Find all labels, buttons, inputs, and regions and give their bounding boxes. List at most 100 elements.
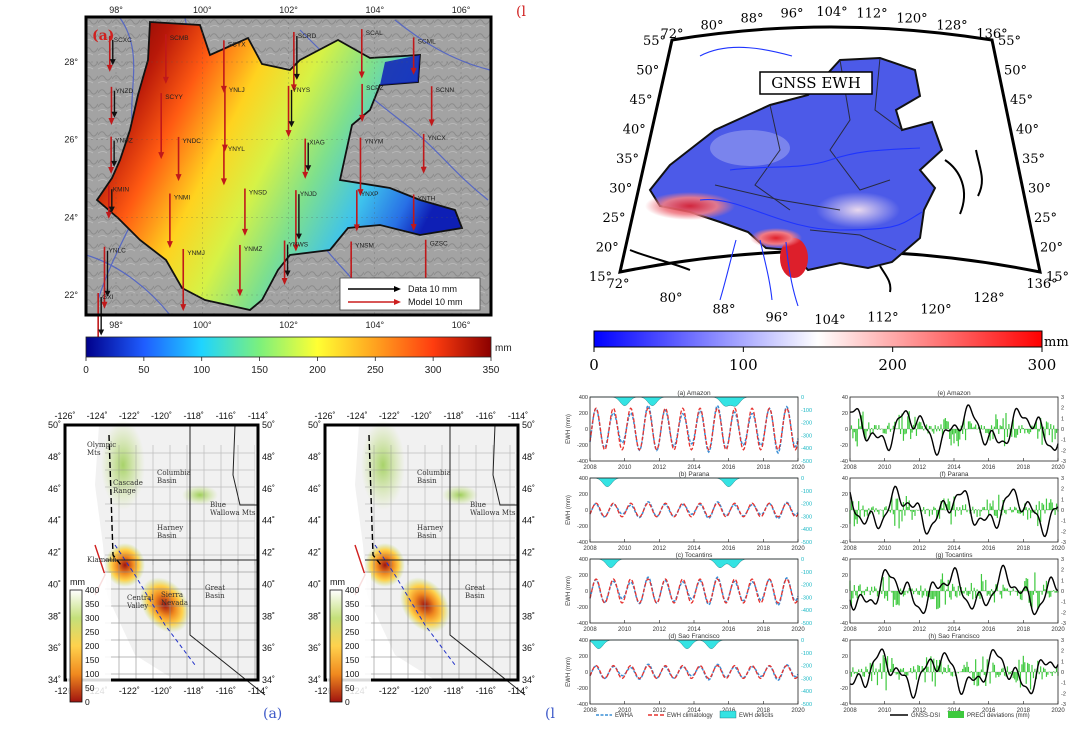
x-tick: 2014 — [687, 546, 701, 552]
lat-tick-left: 15° — [589, 270, 612, 285]
lat-tick-right: 44˚ — [522, 516, 535, 526]
lon-tick-bottom: 120° — [920, 302, 951, 317]
colorbar-tick: 250 — [367, 365, 384, 376]
lon-tick-bottom: -116˚ — [216, 686, 236, 696]
lat-tick-left: 50° — [636, 64, 659, 79]
map-border — [84, 15, 493, 317]
colorbar-tick: 350 — [85, 599, 99, 609]
colorbar-tick: 0 — [589, 356, 599, 374]
grid-cells — [105, 560, 258, 680]
arrow-legend — [339, 277, 481, 311]
model-arrow — [359, 83, 366, 122]
x-tick: 2008 — [583, 465, 597, 471]
colorbar-tick: 0 — [345, 697, 350, 707]
colorbar — [69, 589, 83, 703]
y-axis-label: EWH (mm) — [566, 657, 572, 687]
left-y-tick: 40 — [842, 557, 848, 563]
station-label: SCXC — [114, 37, 132, 44]
x-tick: 2012 — [913, 546, 927, 552]
us-west-maps: Columbia Basin Blue Wallowa Mts Harney Basin G… — [0, 385, 560, 738]
ewha-line — [589, 404, 799, 455]
lat-tick-left: 46˚ — [48, 484, 61, 494]
right-y-tick: -2 — [1061, 610, 1066, 616]
place-label: Harney Basin — [157, 524, 183, 540]
lat-tick-right: 34˚ — [522, 675, 535, 685]
place-label: Klamath — [87, 556, 117, 564]
cascade-divide — [368, 434, 382, 566]
right-y-tick: 2 — [1061, 487, 1064, 493]
station-label: YNZD — [115, 88, 133, 95]
left-y-tick: 20 — [842, 573, 848, 579]
lat-tick-left: 42˚ — [308, 548, 321, 558]
model-arrow — [281, 240, 288, 286]
colorbar — [85, 336, 492, 358]
x-tick: 2014 — [687, 627, 701, 633]
station-label: YNYS — [293, 87, 311, 94]
lat-tick-right: 55° — [998, 34, 1021, 49]
subplot-title: (a) Amazon — [677, 390, 711, 397]
colorbar-tick: 150 — [345, 655, 359, 665]
lon-tick-top: -124˚ — [347, 411, 368, 421]
right-y-tick: -200 — [801, 664, 812, 670]
data-arrow — [293, 35, 300, 80]
model-arrow — [166, 193, 173, 249]
lon-tick-top: 106° — [452, 5, 471, 15]
lon-tick-bottom: -114˚ — [508, 686, 528, 696]
lon-tick-top: 80° — [700, 19, 723, 34]
right-y-tick: -200 — [801, 583, 812, 589]
legend-label: Model 10 mm — [408, 297, 463, 307]
colorbar-unit: mm — [70, 577, 85, 587]
x-tick: 2010 — [878, 465, 892, 471]
lat-tick-left: 38˚ — [48, 611, 61, 621]
province-borders — [714, 57, 903, 251]
station-label: YNLC — [108, 248, 126, 255]
x-tick: 2010 — [618, 546, 632, 552]
left-y-tick: 40 — [842, 395, 848, 401]
lat-tick-left: 50˚ — [308, 420, 321, 430]
lat-tick: 22° — [64, 290, 78, 300]
right-y-tick: -1 — [1061, 519, 1066, 525]
lat-tick-right: 38˚ — [522, 611, 535, 621]
right-y-tick: -1 — [1061, 438, 1066, 444]
x-tick: 2016 — [982, 627, 996, 633]
left-y-tick: -20 — [840, 443, 848, 449]
right-y-tick: 0 — [1061, 508, 1064, 514]
lat-tick-right: 36˚ — [262, 643, 275, 653]
lon-tick-bottom: 80° — [659, 291, 682, 306]
left-y-tick: -40 — [840, 702, 848, 708]
place-label: Blue Wallowa Mts — [210, 501, 256, 517]
lon-tick-top: -116˚ — [216, 411, 236, 421]
x-tick: 2018 — [1017, 708, 1031, 714]
model-arrow — [158, 93, 165, 160]
colorbar-tick: 300 — [425, 365, 442, 376]
x-tick: 2014 — [687, 708, 701, 714]
colorbar-tick: 200 — [345, 641, 359, 651]
station-label: YNHZ — [115, 138, 133, 145]
x-tick: 2008 — [843, 627, 857, 633]
model-arrow — [162, 34, 169, 84]
legend-label: EWH deficits — [739, 713, 773, 719]
lon-tick-top: 72° — [660, 27, 683, 42]
lat-tick: 28° — [64, 57, 78, 67]
colorbar — [593, 330, 1043, 348]
timeseries-subplot: (b) Parana 2008 2010 2012 2014 2016 2018 2020 40… — [566, 471, 812, 552]
place-label: Harney Basin — [417, 524, 443, 540]
lat-tick-left: 44˚ — [308, 516, 321, 526]
right-y-tick: -3 — [1061, 459, 1066, 465]
legend-label: EWH climatology — [667, 713, 713, 719]
legend-label: Data 10 mm — [408, 284, 457, 294]
station-label: GXI — [102, 294, 113, 301]
model-arrow — [302, 138, 309, 179]
lon-tick-top: -118˚ — [443, 411, 463, 421]
left-y-tick: 0 — [585, 508, 588, 514]
lon-tick-top: 136° — [976, 27, 1007, 42]
x-tick: 2010 — [618, 627, 632, 633]
colorbar-tick: 150 — [85, 655, 99, 665]
colorbar-tick: 350 — [483, 365, 500, 376]
lon-tick-bottom: -120˚ — [151, 686, 172, 696]
lat-tick-right: 25° — [1034, 211, 1057, 226]
colorbar-tick: 100 — [729, 356, 758, 374]
left-y-tick: 0 — [585, 670, 588, 676]
x-tick: 2020 — [1051, 546, 1065, 552]
station-label: SCYY — [165, 94, 183, 101]
